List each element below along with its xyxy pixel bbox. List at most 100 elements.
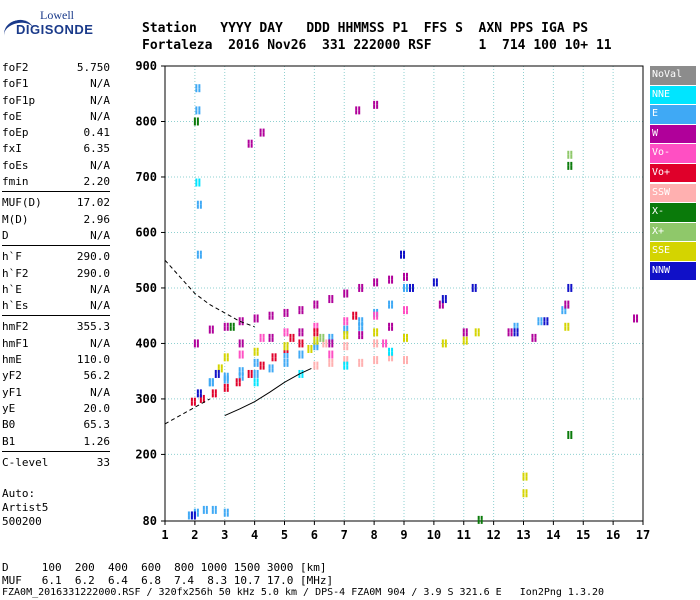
data-point-w — [403, 276, 405, 281]
data-point-w — [241, 343, 244, 348]
data-point-w — [462, 328, 465, 333]
data-point-e — [253, 373, 256, 378]
data-point-sse — [376, 328, 379, 333]
param-name: h`Es — [2, 299, 29, 313]
data-point-w — [271, 311, 274, 316]
data-point-sse — [522, 472, 525, 477]
data-point-e — [283, 358, 286, 363]
data-point-w — [238, 317, 241, 322]
legend-item-noval: NoVal — [650, 66, 696, 85]
data-point-e — [199, 204, 202, 209]
data-point-vo- — [403, 310, 405, 315]
data-point-w — [253, 318, 256, 323]
data-point-e — [540, 321, 543, 326]
data-point-e — [198, 88, 201, 93]
data-point-sse — [223, 353, 226, 358]
data-point-w — [247, 139, 250, 144]
param-row: h`F2 290.0 — [2, 266, 110, 282]
data-point-e — [331, 333, 334, 338]
data-point-e — [513, 322, 516, 327]
param-group-1: foF2 5.750 foF1 N/A foF1p N/A foE N/A foEp 0.41 fx… — [2, 60, 110, 193]
header-labels: Station YYYY DAY DDD HHMMSS P1 FFS S AXN… — [142, 21, 589, 36]
data-point-nnw — [400, 250, 403, 255]
data-point-nnw — [570, 283, 573, 288]
data-point-nnw — [408, 287, 411, 292]
data-point-e — [241, 367, 244, 372]
legend-item-w: W — [650, 124, 696, 144]
data-point-e — [223, 508, 226, 513]
data-point-sse — [217, 364, 220, 369]
param-value: 110.0 — [76, 353, 110, 367]
data-point-w — [259, 132, 262, 137]
data-point-w — [406, 276, 408, 281]
data-point-w — [567, 300, 570, 305]
data-point-vo- — [223, 387, 226, 392]
param-name: h`E — [2, 282, 22, 296]
data-point-w — [313, 304, 316, 309]
y-tick-label: 800 — [135, 114, 157, 128]
data-point-vo- — [328, 354, 331, 359]
data-point-w — [388, 279, 391, 284]
param-value: N/A — [90, 228, 110, 242]
data-point-w — [633, 318, 636, 323]
data-point-nnw — [411, 283, 414, 288]
data-point-e — [271, 368, 274, 373]
param-name: foF1 — [2, 77, 29, 91]
data-point-w — [286, 312, 289, 317]
data-point-ssw — [322, 343, 325, 348]
data-point-w — [208, 329, 211, 334]
data-point-w — [564, 300, 567, 305]
data-point-vo- — [385, 343, 388, 348]
data-point-e — [205, 505, 208, 510]
data-point-nnw — [217, 373, 220, 378]
data-point-w — [388, 322, 391, 327]
data-point-x- — [319, 333, 322, 338]
data-point-sse — [310, 344, 313, 349]
data-point-vo- — [298, 339, 301, 344]
profile-curve — [224, 367, 312, 417]
data-point-e — [271, 364, 274, 369]
data-point-w — [373, 104, 376, 109]
data-point-w — [331, 339, 334, 344]
data-point-ssw — [376, 356, 379, 361]
data-point-nnw — [403, 250, 406, 255]
data-point-e — [198, 84, 201, 89]
data-point-ssw — [403, 356, 405, 361]
y-tick-label: 700 — [135, 170, 157, 184]
data-point-w — [262, 132, 265, 137]
data-point-ssw — [313, 361, 316, 366]
data-point-nnw — [543, 321, 546, 326]
param-name: foE — [2, 109, 22, 123]
y-tick-label: 300 — [135, 392, 157, 406]
data-point-nnw — [471, 283, 474, 288]
data-point-x- — [193, 117, 196, 122]
data-point-e — [361, 317, 364, 322]
data-point-ssw — [331, 358, 334, 363]
data-point-vo- — [226, 387, 229, 392]
data-point-vo- — [373, 311, 376, 316]
data-point-sse — [406, 337, 408, 342]
data-point-nne — [343, 365, 346, 370]
data-point-w — [298, 328, 301, 333]
data-point-w — [346, 289, 349, 294]
data-point-ssw — [346, 342, 349, 347]
data-point-e — [211, 382, 214, 387]
data-point-w — [373, 100, 376, 105]
data-point-x- — [567, 154, 570, 159]
data-point-e — [211, 509, 214, 514]
data-point-e — [223, 372, 226, 377]
legend-item-ssw: SSW — [650, 183, 696, 203]
data-point-w — [196, 339, 199, 344]
data-point-vo- — [193, 397, 196, 402]
data-point-vo- — [352, 315, 355, 320]
data-point-vo- — [241, 350, 244, 355]
data-point-vo- — [247, 369, 250, 374]
data-point-sse — [286, 346, 289, 351]
data-point-e — [208, 378, 211, 383]
data-point-sse — [441, 339, 444, 344]
legend-item-nne: NNE — [650, 85, 696, 105]
data-point-sse — [373, 328, 376, 333]
data-point-w — [262, 128, 265, 133]
data-point-w — [241, 321, 244, 326]
legend-item-x-: X- — [650, 203, 696, 222]
